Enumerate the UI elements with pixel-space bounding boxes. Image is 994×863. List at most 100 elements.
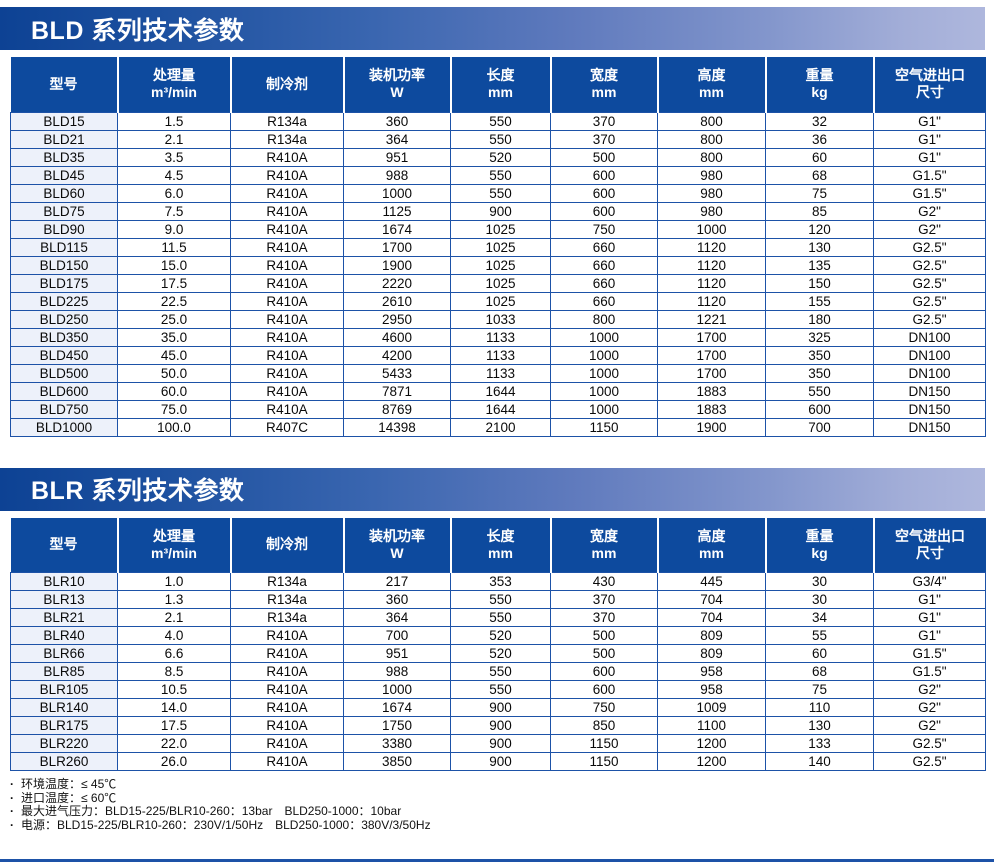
model-cell: BLD60 <box>10 183 118 203</box>
table-cell: 350 <box>765 345 874 365</box>
table-row: BLR66 6.6 R410A 951 520 500 809 60 G1.5" <box>10 644 986 663</box>
table-cell: 30 <box>765 590 874 609</box>
table-row: BLD175 17.5 R410A 2220 1025 660 1120 150 G2.5" <box>10 273 986 293</box>
table-cell: 1000 <box>657 219 766 239</box>
table-cell: 900 <box>450 716 551 735</box>
table-cell: 17.5 <box>117 716 231 735</box>
column-label: 型号 <box>49 536 78 553</box>
table-cell: 1200 <box>657 752 766 771</box>
table-header: 型号 处理量 m³/min 制冷剂 装机功率 W 长度 mm 宽度 mm 高度 mm 重量 kg 空气进出口… <box>10 57 986 113</box>
column-label: 型号 <box>49 75 78 92</box>
table-cell: DN100 <box>873 327 986 347</box>
column-header-text: 重量 kg <box>767 67 873 101</box>
table-cell: 155 <box>765 291 874 311</box>
table-cell: 1009 <box>657 698 766 717</box>
table-cell: 1700 <box>657 363 766 383</box>
column-label: 宽度 <box>590 67 618 84</box>
column-label: 空气进出口 <box>895 527 965 544</box>
column-header-text: 制冷剂 <box>232 536 343 553</box>
table-cell: 32 <box>765 111 874 131</box>
column-unit: m³/min <box>151 544 197 561</box>
table-cell: 900 <box>450 698 551 717</box>
model-cell: BLD45 <box>10 165 118 185</box>
table-cell: 900 <box>450 752 551 771</box>
table-cell: 1025 <box>450 219 551 239</box>
table-cell: 110 <box>765 698 874 717</box>
table-cell: 60 <box>765 644 874 663</box>
table-cell: 1674 <box>343 698 451 717</box>
column-header: 高度 mm <box>656 517 766 573</box>
column-label: 空气进出口 <box>895 67 965 84</box>
model-cell: BLR13 <box>10 590 118 609</box>
model-cell: BLR10 <box>10 572 118 591</box>
table-cell: R410A <box>230 165 344 185</box>
table-cell: 1750 <box>343 716 451 735</box>
model-cell: BLD225 <box>10 291 118 311</box>
table-row: BLD500 50.0 R410A 5433 1133 1000 1700 350 DN100 <box>10 363 986 383</box>
header-row: 型号 处理量 m³/min 制冷剂 装机功率 W 长度 mm 宽度 mm 高度 mm 重量 kg 空气进出口… <box>10 517 986 573</box>
table-cell: 988 <box>343 165 451 185</box>
table-cell: 2220 <box>343 273 451 293</box>
bottom-divider <box>0 859 994 862</box>
column-header: 长度 mm <box>449 517 551 573</box>
table-cell: 135 <box>765 255 874 275</box>
table-cell: R410A <box>230 381 344 401</box>
table-cell: 1125 <box>343 201 451 221</box>
table-cell: 360 <box>343 111 451 131</box>
table-cell: 4.0 <box>117 626 231 645</box>
column-header: 型号 <box>10 517 118 573</box>
table-cell: DN100 <box>873 363 986 383</box>
table-header: 型号 处理量 m³/min 制冷剂 装机功率 W 长度 mm 宽度 mm 高度 mm 重量 kg 空气进出口… <box>10 517 986 573</box>
table-cell: 600 <box>550 662 658 681</box>
table-cell: 520 <box>450 626 551 645</box>
table-cell: 325 <box>765 327 874 347</box>
table-cell: DN150 <box>873 399 986 419</box>
table-cell: G2.5" <box>873 255 986 275</box>
table-cell: 1120 <box>657 237 766 257</box>
model-cell: BLR40 <box>10 626 118 645</box>
table-cell: 1133 <box>450 327 551 347</box>
table-cell: 9.0 <box>117 219 231 239</box>
table-cell: 68 <box>765 662 874 681</box>
table-cell: R410A <box>230 716 344 735</box>
table-cell: 1221 <box>657 309 766 329</box>
table-cell: 130 <box>765 716 874 735</box>
table-cell: G1.5" <box>873 165 986 185</box>
table-cell: 2950 <box>343 309 451 329</box>
table-cell: G1.5" <box>873 662 986 681</box>
column-label: 制冷剂 <box>266 536 308 553</box>
column-unit: kg <box>811 84 828 101</box>
table-row: BLD60 6.0 R410A 1000 550 600 980 75 G1.5" <box>10 183 986 203</box>
table-cell: 1000 <box>550 399 658 419</box>
table-cell: 600 <box>550 183 658 203</box>
table-cell: 600 <box>765 399 874 419</box>
column-header: 装机功率 W <box>342 57 451 113</box>
table-cell: R410A <box>230 345 344 365</box>
blr-spec-table: 型号 处理量 m³/min 制冷剂 装机功率 W 长度 mm 宽度 mm 高度 mm 重量 kg 空气进出口… <box>10 517 986 771</box>
table-cell: 1120 <box>657 255 766 275</box>
table-cell: R410A <box>230 680 344 699</box>
model-cell: BLR260 <box>10 752 118 771</box>
table-row: BLD45 4.5 R410A 988 550 600 980 68 G1.5" <box>10 165 986 185</box>
table-cell: R134a <box>230 572 344 591</box>
table-cell: 850 <box>550 716 658 735</box>
table-row: BLR105 10.5 R410A 1000 550 600 958 75 G2" <box>10 680 986 699</box>
column-label: 处理量 <box>153 527 195 544</box>
table-cell: G1" <box>873 129 986 149</box>
table-cell: R410A <box>230 291 344 311</box>
table-cell: 2100 <box>450 417 551 437</box>
column-header: 装机功率 W <box>342 517 451 573</box>
table-cell: 1000 <box>550 381 658 401</box>
column-unit: mm <box>488 84 513 101</box>
table-cell: R410A <box>230 201 344 221</box>
table-cell: 1150 <box>550 417 658 437</box>
table-cell: 951 <box>343 644 451 663</box>
table-cell: R410A <box>230 219 344 239</box>
table-cell: R410A <box>230 147 344 167</box>
column-header: 高度 mm <box>656 57 766 113</box>
table-cell: 364 <box>343 608 451 627</box>
section-title: BLR 系列技术参数 <box>31 477 245 505</box>
table-cell: 2.1 <box>117 129 231 149</box>
column-label: 重量 <box>805 67 834 84</box>
column-header-text: 装机功率 W <box>345 528 450 562</box>
